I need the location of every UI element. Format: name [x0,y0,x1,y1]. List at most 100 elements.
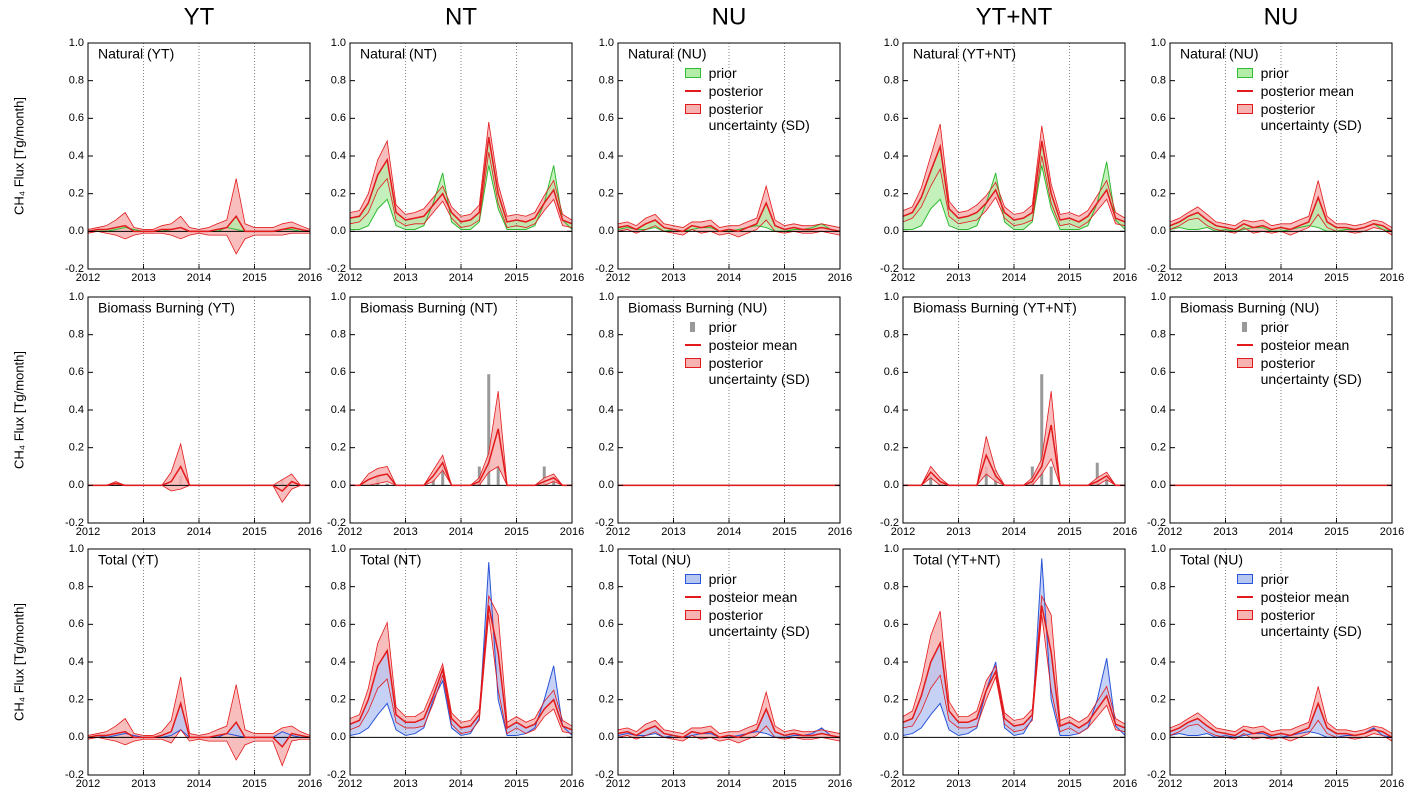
plot-area [903,123,1125,232]
panel-title: Biomass Burning (NU) [628,300,767,316]
panel-title: Total (NU) [1180,552,1243,568]
y-tick-label: 0.8 [884,329,899,341]
prior-area [618,709,840,738]
y-tick-label: 0.0 [331,731,346,743]
y-tick-label: 0.2 [884,442,899,454]
x-tick-label: 2013 [393,778,417,790]
prior-bar [929,475,933,486]
legend-label: prior [708,319,737,335]
plot-frame [902,296,1126,524]
legend-swatch [689,322,695,332]
legend-label: prior [1260,319,1289,335]
x-tick-label: 2012 [338,526,362,538]
x-tick-label: 2016 [828,778,852,790]
legend-entry: prior [685,319,810,335]
y-tick-label: 0.4 [599,656,614,668]
legend-entry: prior [684,571,810,587]
plot-frame [349,42,573,270]
plot-frame [617,548,841,776]
x-tick-label: 2016 [560,526,584,538]
legend-label: prior [708,571,737,587]
y-tick-label: 0.8 [331,581,346,593]
legend-swatch [1236,104,1253,114]
y-tick-label: 0.8 [884,75,899,87]
legend-swatch [684,358,701,368]
y-axis-label: CH₄ Flux [Tg/month] [11,603,26,721]
y-tick-label: -0.2 [595,769,614,781]
y-tick-label: 0.6 [331,112,346,124]
x-tick-label: 2014 [717,778,741,790]
legend-swatch [1236,68,1253,78]
posterior-line [1170,701,1392,738]
panel-title: Total (YT+NT) [913,552,1001,568]
y-tick-label: 0.4 [1151,656,1166,668]
prior-bar [477,466,481,486]
x-tick-label: 2016 [1380,526,1404,538]
legend-label: prior [1260,65,1289,81]
x-tick-label: 2014 [717,272,741,284]
x-tick-label: 2013 [131,272,155,284]
legend-entry: prior [684,65,810,81]
x-tick-label: 2013 [661,526,685,538]
y-tick-label: 1.0 [884,37,899,49]
y-tick-label: 0.0 [69,225,84,237]
x-tick-label: 2016 [828,272,852,284]
legend-label: posteior mean [708,589,798,605]
y-tick-label: 0.4 [331,150,346,162]
y-tick-label: 1.0 [599,37,614,49]
column-heading: NT [445,3,477,30]
x-tick-label: 2015 [1057,778,1081,790]
legend-label: posterior uncertainty (SD) [1260,607,1362,639]
legend-entry: posterior uncertainty (SD) [684,101,810,133]
y-tick-label: 0.6 [331,618,346,630]
plot-area [903,374,1125,487]
x-tick-label: 2013 [946,778,970,790]
y-tick-label: 0.2 [599,442,614,454]
y-tick-label: 0.4 [69,404,84,416]
legend: prior posterior posterior uncertainty (SD) [684,65,810,135]
y-tick-label: 0.4 [599,150,614,162]
x-tick-label: 2015 [242,778,266,790]
y-tick-label: 0.6 [599,618,614,630]
legend-entry: posterior uncertainty (SD) [1236,101,1362,133]
panel-title: Natural (NU) [628,46,707,62]
prior-area [618,203,840,232]
y-tick-label: 0.0 [1151,225,1166,237]
uncertainty-lower [350,614,572,735]
plot-frame [87,296,311,524]
x-tick-label: 2013 [661,778,685,790]
x-tick-label: 2016 [560,778,584,790]
y-tick-label: 0.0 [69,479,84,491]
x-tick-label: 2013 [131,526,155,538]
y-tick-label: 0.6 [1151,112,1166,124]
legend-entry: posterior uncertainty (SD) [684,355,810,387]
panel-title: Natural (NU) [1180,46,1259,62]
panel-title: Biomass Burning (NU) [1180,300,1319,316]
y-tick-label: -0.2 [595,517,614,529]
x-tick-label: 2016 [298,778,322,790]
y-tick-label: -0.2 [880,263,899,275]
plot-frame [1169,296,1393,524]
uncertainty-upper [618,690,840,734]
y-tick-label: 0.4 [69,656,84,668]
panel-title: Biomass Burning (YT+NT) [913,300,1077,316]
x-tick-label: 2014 [1269,526,1293,538]
x-tick-label: 2014 [1002,526,1026,538]
y-tick-label: 0.8 [69,329,84,341]
posterior-line [350,605,572,731]
x-tick-label: 2015 [504,526,528,538]
y-tick-label: 0.2 [1151,442,1166,454]
legend-swatch [684,574,701,584]
posterior-line [88,700,310,748]
plot-frame [617,296,841,524]
y-tick-label: -0.2 [327,769,346,781]
legend-label: posterior uncertainty (SD) [708,101,810,133]
prior-area [1170,703,1392,738]
y-tick-label: 0.6 [331,366,346,378]
legend-entry: posterior uncertainty (SD) [684,607,810,639]
prior-bar [1095,462,1099,486]
y-tick-label: 1.0 [1151,37,1166,49]
y-tick-label: 0.6 [69,618,84,630]
y-tick-label: 0.6 [69,112,84,124]
